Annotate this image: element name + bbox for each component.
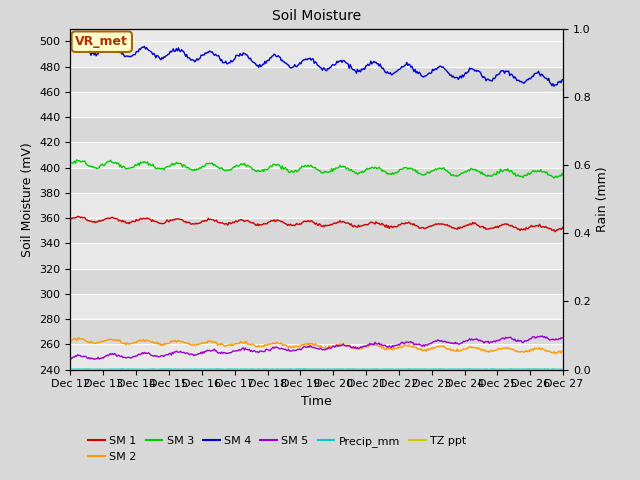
Bar: [70, 269, 563, 294]
Bar: [70, 41, 563, 67]
Bar: [70, 218, 563, 243]
Bar: [70, 168, 563, 193]
X-axis label: Time: Time: [301, 395, 332, 408]
Bar: [70, 117, 563, 143]
Bar: [70, 294, 563, 319]
Y-axis label: Rain (mm): Rain (mm): [596, 167, 609, 232]
Bar: [70, 143, 563, 168]
Y-axis label: Soil Moisture (mV): Soil Moisture (mV): [21, 142, 34, 257]
Legend: SM 1, SM 2, SM 3, SM 4, SM 5, Precip_mm, TZ ppt: SM 1, SM 2, SM 3, SM 4, SM 5, Precip_mm,…: [84, 432, 471, 466]
Bar: [70, 344, 563, 370]
Bar: [70, 67, 563, 92]
Bar: [70, 193, 563, 218]
Title: Soil Moisture: Soil Moisture: [272, 10, 362, 24]
Bar: [70, 319, 563, 344]
Text: VR_met: VR_met: [76, 35, 128, 48]
Bar: [70, 243, 563, 269]
Bar: [70, 92, 563, 117]
